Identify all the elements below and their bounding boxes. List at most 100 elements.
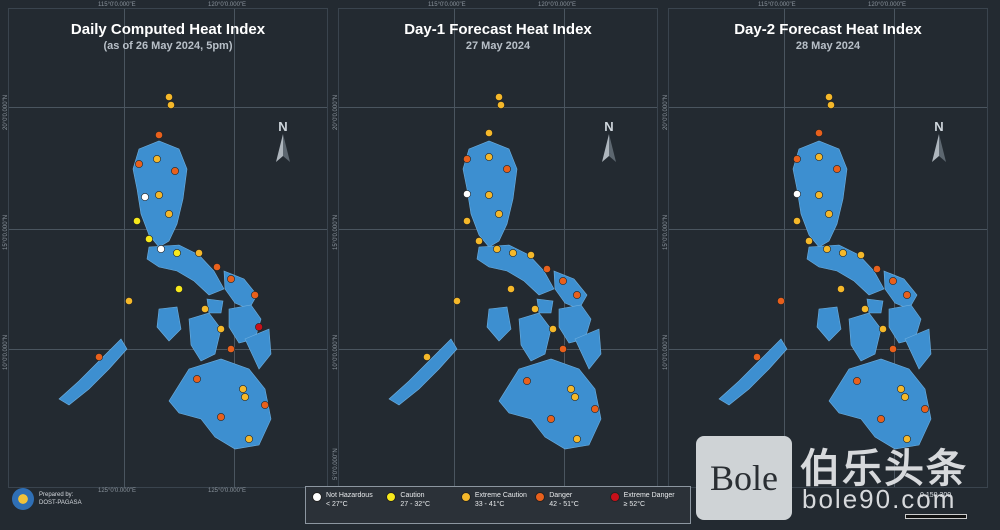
station-dot xyxy=(463,217,471,225)
station-dot xyxy=(543,265,551,273)
station-dot xyxy=(823,245,831,253)
coord-label: 20°0'0.000"N xyxy=(663,94,669,130)
station-dot xyxy=(815,153,823,161)
panel-day1: Day-1 Forecast Heat Index 27 May 2024 N xyxy=(338,8,658,488)
island-shape xyxy=(188,312,222,362)
panel-day2: Day-2 Forecast Heat Index 28 May 2024 N xyxy=(668,8,988,488)
island-shape xyxy=(206,298,224,314)
station-dot xyxy=(423,353,431,361)
station-dot xyxy=(567,385,575,393)
legend-dot-icon xyxy=(460,492,471,502)
station-dot xyxy=(475,237,483,245)
island-shape xyxy=(536,298,554,314)
station-dot xyxy=(195,249,203,257)
station-dot xyxy=(853,377,861,385)
map-philippines xyxy=(58,93,272,450)
panel-subtitle: 27 May 2024 xyxy=(465,40,531,52)
station-dot xyxy=(165,93,173,101)
station-dot xyxy=(839,249,847,257)
station-dot xyxy=(171,167,179,175)
station-dot xyxy=(201,305,209,313)
scale-bar xyxy=(905,514,967,519)
station-dot xyxy=(527,251,535,259)
island-shape xyxy=(156,306,182,342)
station-dot xyxy=(227,345,235,353)
station-dot xyxy=(485,153,493,161)
coord-label: 10°0'0.000"N xyxy=(3,334,9,370)
station-dot xyxy=(497,101,505,109)
station-dot xyxy=(897,385,905,393)
map-philippines xyxy=(388,93,602,450)
station-dot xyxy=(155,131,163,139)
station-dot xyxy=(509,249,517,257)
island-shape xyxy=(718,338,788,406)
station-dot xyxy=(155,191,163,199)
coord-label: 120°0'0.000"E xyxy=(538,2,577,8)
station-dot xyxy=(825,210,833,218)
station-dot xyxy=(901,393,909,401)
station-dot xyxy=(175,285,183,293)
station-dot xyxy=(213,263,221,271)
station-dot xyxy=(227,275,235,283)
station-dot xyxy=(815,191,823,199)
coord-label: 15°0'0.000"N xyxy=(663,214,669,250)
island-shape xyxy=(486,306,512,342)
scale-labels: 0 150 300 xyxy=(920,492,952,499)
legend-item: Danger 42 - 51°C xyxy=(535,491,609,519)
station-dot xyxy=(495,210,503,218)
station-dot xyxy=(463,190,471,198)
coord-label: 15°0'0.000"N xyxy=(3,214,9,250)
station-dot xyxy=(793,217,801,225)
station-dot xyxy=(753,353,761,361)
station-dot xyxy=(485,191,493,199)
station-dot xyxy=(463,155,471,163)
station-dot xyxy=(453,297,461,305)
station-dot xyxy=(591,405,599,413)
station-dot xyxy=(135,160,143,168)
island-shape xyxy=(574,328,602,370)
station-dot xyxy=(889,277,897,285)
prepared-by-label: Prepared by: xyxy=(39,492,74,498)
station-dot xyxy=(857,251,865,259)
island-shape xyxy=(498,358,602,450)
station-dot xyxy=(167,101,175,109)
station-dot xyxy=(193,375,201,383)
island-shape xyxy=(904,328,932,370)
station-dot xyxy=(165,210,173,218)
station-dot xyxy=(141,193,149,201)
island-shape xyxy=(816,306,842,342)
watermark: Bole 伯乐头条 bole90.com xyxy=(696,432,996,524)
island-shape xyxy=(388,338,458,406)
station-dot xyxy=(571,393,579,401)
station-dot xyxy=(805,237,813,245)
station-dot xyxy=(503,165,511,173)
station-dot xyxy=(495,93,503,101)
coord-label: 120°0'0.000"E xyxy=(868,2,907,8)
station-dot xyxy=(125,297,133,305)
station-dot xyxy=(777,297,785,305)
station-dot xyxy=(827,101,835,109)
station-dot xyxy=(531,305,539,313)
legend-dot-icon xyxy=(312,492,322,502)
legend: Not Hazardous < 27°C Caution 27 - 32°C Ext… xyxy=(305,486,691,524)
station-dot xyxy=(559,345,567,353)
legend-item: Extreme Caution 33 - 41°C xyxy=(460,491,535,519)
coord-label: 115°0'0.000"E xyxy=(98,2,136,8)
station-dot xyxy=(873,265,881,273)
station-dot xyxy=(157,245,165,253)
station-dot xyxy=(241,393,249,401)
coord-label: 125°0'0.000"E xyxy=(208,488,247,494)
coord-label: 10°0'0.000"N xyxy=(663,334,669,370)
legend-dot-icon xyxy=(535,492,546,502)
coord-label: 15°0'0.000"N xyxy=(333,214,339,250)
station-dot xyxy=(815,129,823,137)
station-dot xyxy=(879,325,887,333)
station-dot xyxy=(573,435,581,443)
station-dot xyxy=(547,415,555,423)
legend-dot-icon xyxy=(386,492,397,502)
coord-label: 20°0'0.000"N xyxy=(333,94,339,130)
legend-item: Extreme Danger ≥ 52°C xyxy=(609,491,684,519)
prepared-by-agency: DOST-PAGASA xyxy=(39,500,82,506)
panel-title: Day-2 Forecast Heat Index xyxy=(734,21,922,38)
